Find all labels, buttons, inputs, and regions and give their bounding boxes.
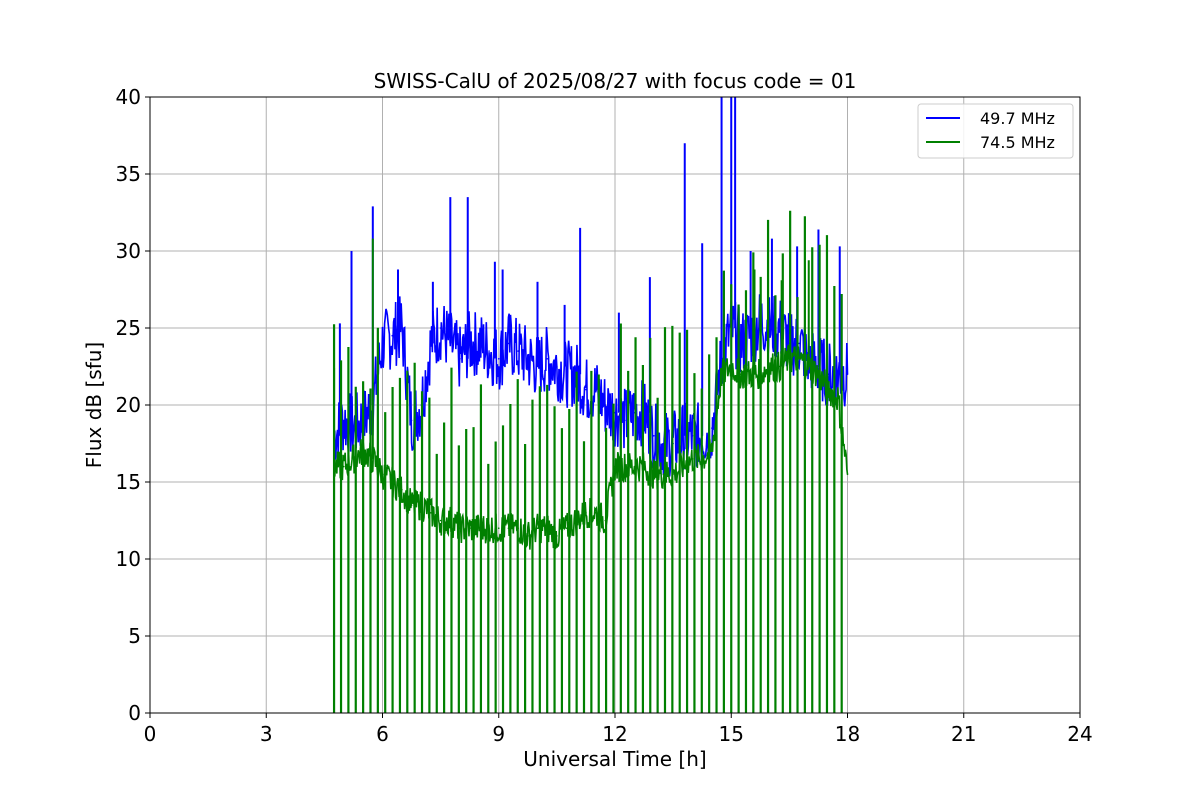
y-tick-label: 30	[116, 239, 141, 263]
x-tick-label: 21	[951, 722, 976, 746]
y-axis-label: Flux dB [sfu]	[82, 342, 106, 468]
x-axis-label: Universal Time [h]	[523, 747, 706, 771]
y-tick-label: 25	[116, 316, 141, 340]
y-axis: 0 5 10 15 20 25 30 35 40	[116, 85, 150, 725]
y-tick-label: 15	[116, 470, 141, 494]
data-point	[439, 519, 442, 522]
y-tick-label: 5	[128, 624, 141, 648]
x-tick-label: 9	[492, 722, 505, 746]
x-axis: 0 3 6 9 12 15 18 21 24	[144, 713, 1093, 746]
x-tick-label: 6	[376, 722, 389, 746]
y-tick-label: 10	[116, 547, 141, 571]
grid	[149, 96, 1081, 714]
legend-label: 74.5 MHz	[980, 133, 1055, 152]
y-tick-label: 40	[116, 85, 141, 109]
data-point	[497, 527, 500, 529]
y-tick-label: 0	[128, 701, 141, 725]
y-tick-label: 35	[116, 162, 141, 186]
plot-area	[332, 97, 849, 713]
data-point	[488, 350, 490, 352]
y-tick-label: 20	[116, 393, 141, 417]
x-tick-label: 24	[1067, 722, 1092, 746]
x-tick-label: 18	[835, 722, 860, 746]
x-tick-label: 12	[602, 722, 627, 746]
data-point	[497, 358, 500, 360]
series-green	[332, 210, 849, 713]
x-tick-label: 15	[719, 722, 744, 746]
x-tick-label: 3	[260, 722, 273, 746]
legend: 49.7 MHz 74.5 MHz	[917, 103, 1074, 159]
x-tick-label: 0	[144, 722, 157, 746]
data-point	[536, 527, 539, 529]
chart-title: SWISS-CalU of 2025/08/27 with focus code…	[374, 69, 857, 93]
legend-label: 49.7 MHz	[980, 109, 1055, 128]
